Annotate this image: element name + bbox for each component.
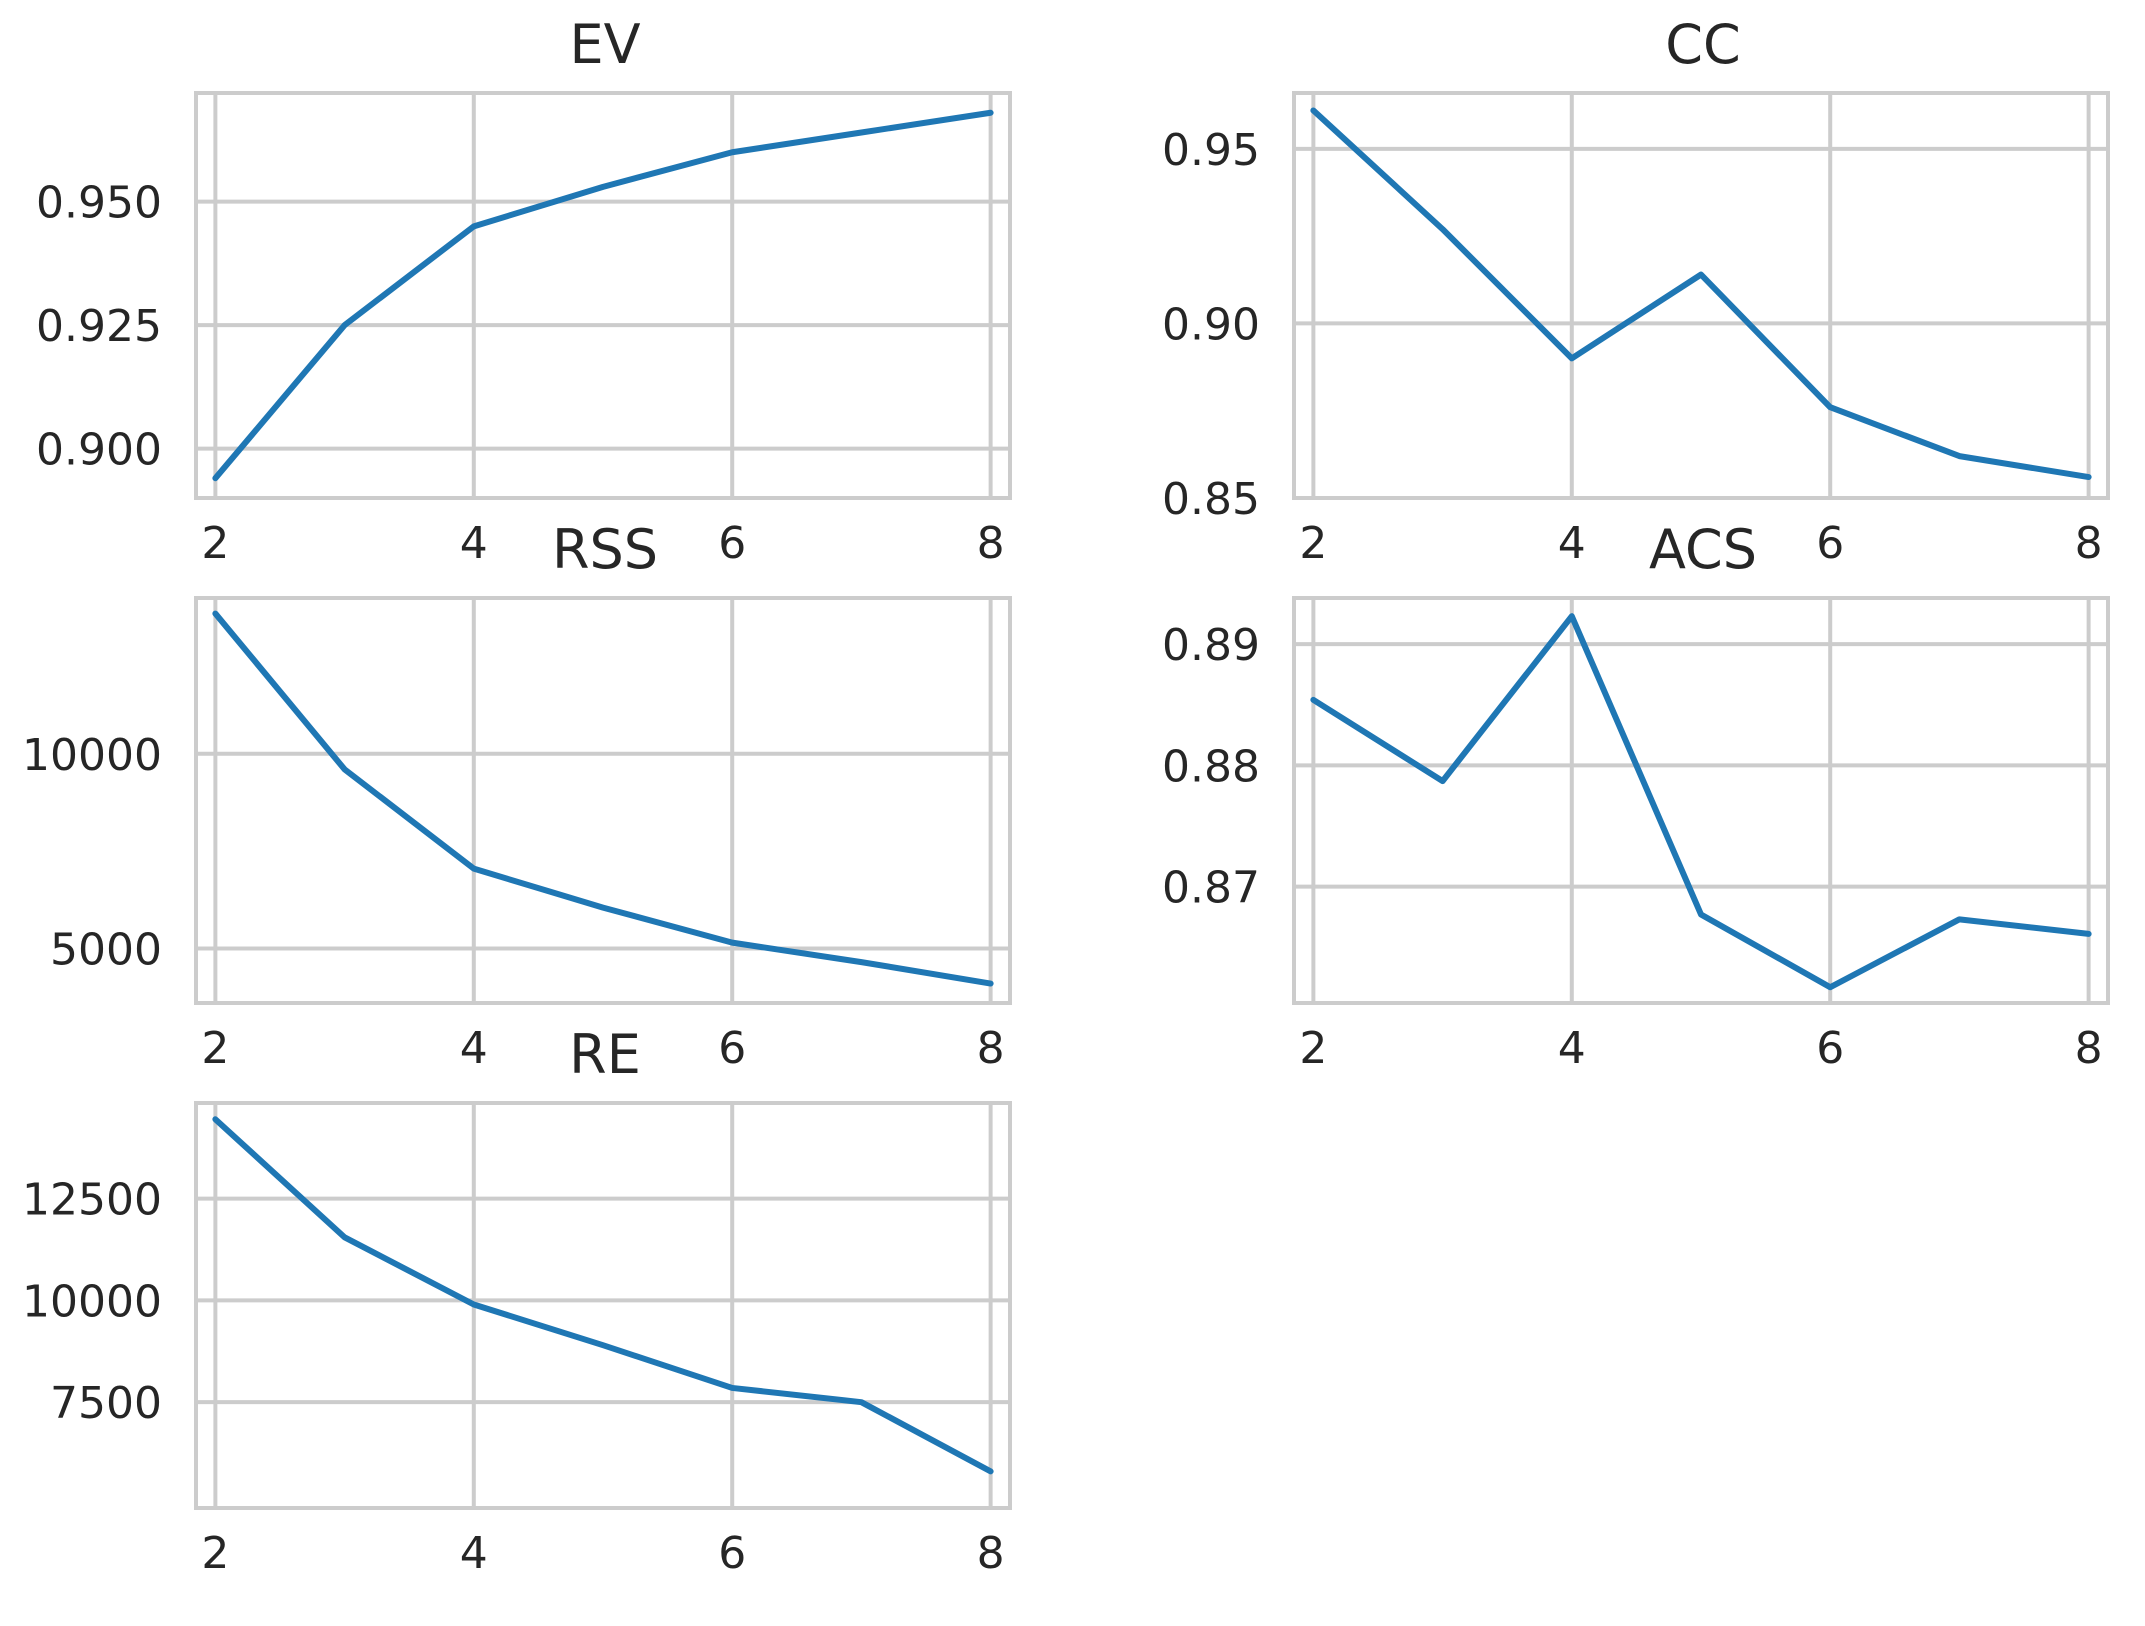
y-tick-label: 12500	[22, 1175, 162, 1226]
subplot-re: RE 2 4 6 8 7500 10000 12500	[22, 1023, 1012, 1579]
subplot-title: RE	[569, 1023, 641, 1086]
y-tick-label: 7500	[50, 1378, 162, 1429]
x-tick-label: 8	[2075, 1023, 2103, 1074]
y-tick-label: 0.87	[1162, 863, 1260, 914]
axes-frame	[1292, 596, 2110, 1005]
axes-frame	[194, 596, 1012, 1005]
y-tick-label: 0.85	[1162, 474, 1260, 525]
y-tick-label: 10000	[22, 730, 162, 781]
y-tick-label: 0.90	[1162, 299, 1260, 350]
y-tick-label: 0.950	[36, 178, 162, 229]
x-tick-label: 8	[977, 1528, 1005, 1579]
series-line	[212, 1116, 994, 1475]
subplot-acs: ACS 2 4 6 8 0.87 0.88 0.89	[1162, 518, 2110, 1074]
x-tick-label: 2	[1299, 1023, 1327, 1074]
subplot-title: CC	[1665, 13, 1740, 76]
x-tick-label: 4	[1558, 518, 1586, 569]
axes-frame	[1292, 91, 2110, 500]
x-tick-label: 4	[460, 1023, 488, 1074]
subplot-title: EV	[569, 13, 640, 76]
axes-frame	[194, 91, 1012, 500]
series-line	[1310, 613, 2092, 991]
x-tick-label: 4	[460, 518, 488, 569]
x-tick-label: 2	[201, 1023, 229, 1074]
x-tick-label: 6	[718, 518, 746, 569]
x-tick-label: 8	[2075, 518, 2103, 569]
subplot-ev: EV 2 4 6 8 0.900 0.925 0.950	[36, 13, 1012, 569]
series-line	[1310, 107, 2092, 481]
x-tick-label: 8	[977, 518, 1005, 569]
x-tick-label: 8	[977, 1023, 1005, 1074]
series-line	[212, 610, 994, 987]
subplot-title: RSS	[552, 518, 658, 581]
axes-frame	[194, 1101, 1012, 1510]
x-tick-label: 6	[1816, 1023, 1844, 1074]
x-tick-label: 2	[1299, 518, 1327, 569]
y-tick-label: 0.925	[36, 301, 162, 352]
x-tick-label: 2	[201, 1528, 229, 1579]
y-tick-label: 0.95	[1162, 125, 1260, 176]
series-line	[212, 109, 994, 482]
x-tick-label: 6	[718, 1528, 746, 1579]
subplot-cc: CC 2 4 6 8 0.85 0.90 0.95	[1162, 13, 2110, 569]
x-tick-label: 2	[201, 518, 229, 569]
y-tick-label: 0.89	[1162, 620, 1260, 671]
subplot-rss: RSS 2 4 6 8 5000 10000	[22, 518, 1012, 1074]
y-tick-label: 10000	[22, 1276, 162, 1327]
x-tick-label: 6	[1816, 518, 1844, 569]
x-tick-label: 4	[460, 1528, 488, 1579]
subplot-title: ACS	[1649, 518, 1757, 581]
y-tick-label: 0.88	[1162, 741, 1260, 792]
x-tick-label: 4	[1558, 1023, 1586, 1074]
y-tick-label: 0.900	[36, 425, 162, 476]
y-tick-label: 5000	[50, 924, 162, 975]
x-tick-label: 6	[718, 1023, 746, 1074]
